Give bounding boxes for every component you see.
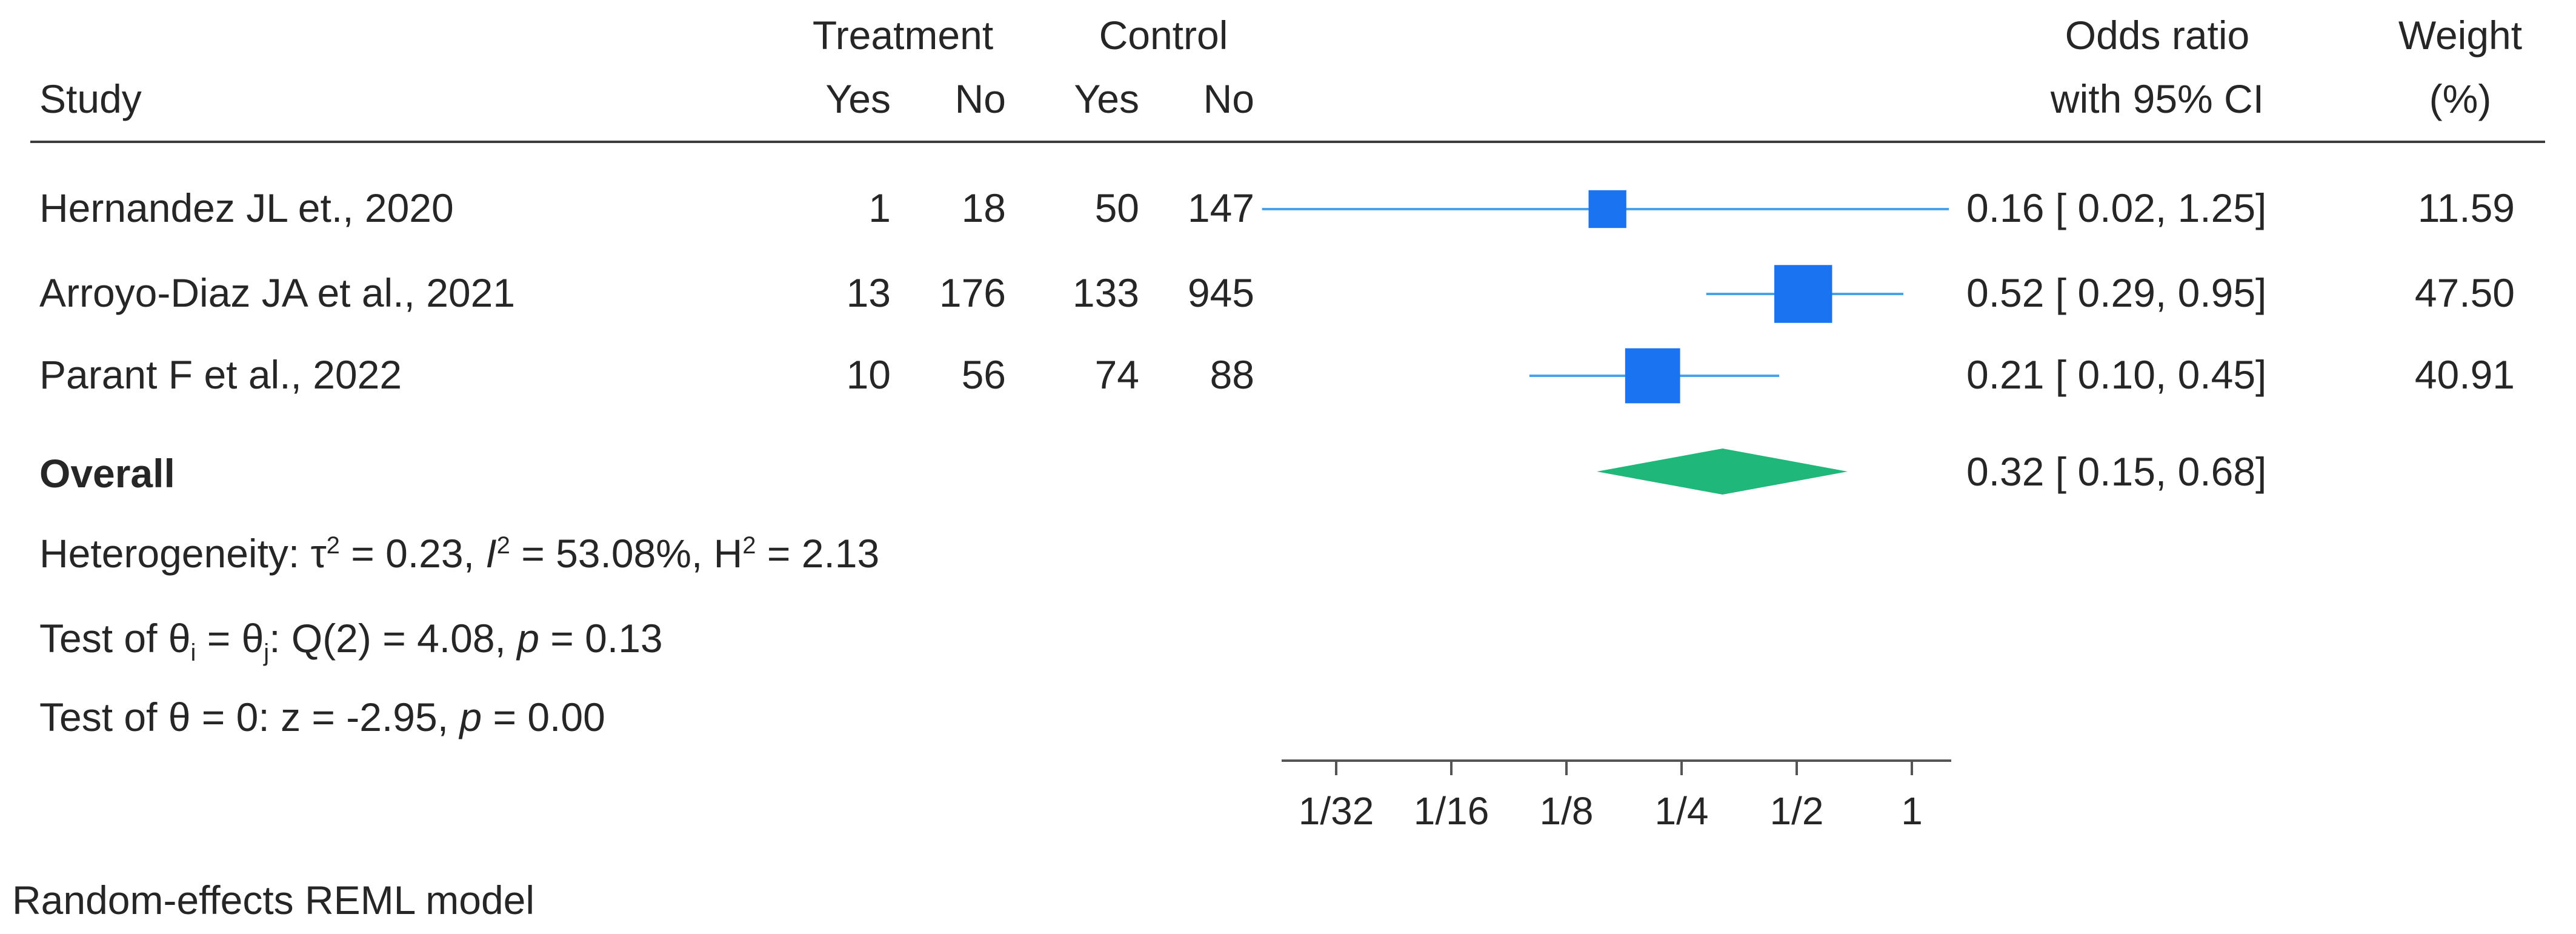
treatment-no-value: 18 [961,185,1006,230]
treatment-yes-value: 1 [868,185,891,230]
treatment-yes-header: Yes [825,76,891,121]
overall-diamond [1596,449,1848,495]
treatment-header: Treatment [812,13,994,58]
ci-header: with 95% CI [2050,76,2265,121]
x-tick-label: 1 [1901,789,1923,833]
study-column-header: Study [39,76,142,121]
weight-value: 11.59 [2417,185,2515,230]
weight-header: Weight [2398,13,2523,58]
control-yes-value: 50 [1094,185,1139,230]
control-no-value: 945 [1187,270,1254,315]
overall-effect-test: Test of θ = 0: z = -2.95, p = 0.00 [39,695,605,739]
study-marker [1774,265,1832,323]
control-no-value: 88 [1210,352,1254,397]
x-tick-label: 1/16 [1414,789,1489,833]
control-yes-header: Yes [1074,76,1139,121]
model-footnote: Random-effects REML model [12,878,535,922]
treatment-yes-value: 13 [846,270,891,315]
study-name: Hernandez JL et., 2020 [39,185,454,230]
x-tick-label: 1/32 [1299,789,1374,833]
weight-value: 47.50 [2414,270,2515,315]
odds-ratio-ci: 0.52 [ 0.29, 0.95] [1966,270,2267,315]
heterogeneity-stats: Heterogeneity: τ2 = 0.23, I2 = 53.08%, H… [39,531,880,576]
control-no-value: 147 [1187,185,1254,230]
study-name: Arroyo-Diaz JA et al., 2021 [39,270,516,315]
treatment-no-value: 56 [961,352,1006,397]
odds-ratio-header: Odds ratio [2065,13,2250,58]
treatment-no-value: 176 [939,270,1006,315]
x-tick-label: 1/4 [1655,789,1709,833]
odds-ratio-ci: 0.21 [ 0.10, 0.45] [1966,352,2267,397]
weight-unit-header: (%) [2429,76,2492,121]
x-tick-label: 1/2 [1770,789,1824,833]
control-header: Control [1099,13,1228,58]
homogeneity-test: Test of θi = θj: Q(2) = 4.08, p = 0.13 [39,616,663,667]
header-divider [30,141,2545,143]
overall-ci: 0.32 [ 0.15, 0.68] [1966,449,2267,494]
overall-label: Overall [39,451,175,496]
treatment-no-header: No [954,76,1006,121]
study-name: Parant F et al., 2022 [39,352,402,397]
control-no-header: No [1203,76,1254,121]
x-tick-label: 1/8 [1540,789,1594,833]
study-marker [1625,348,1680,404]
odds-ratio-ci: 0.16 [ 0.02, 1.25] [1966,185,2267,230]
control-yes-value: 74 [1094,352,1139,397]
treatment-yes-value: 10 [846,352,891,397]
weight-value: 40.91 [2414,352,2515,397]
control-yes-value: 133 [1072,270,1139,315]
study-marker [1588,190,1626,228]
